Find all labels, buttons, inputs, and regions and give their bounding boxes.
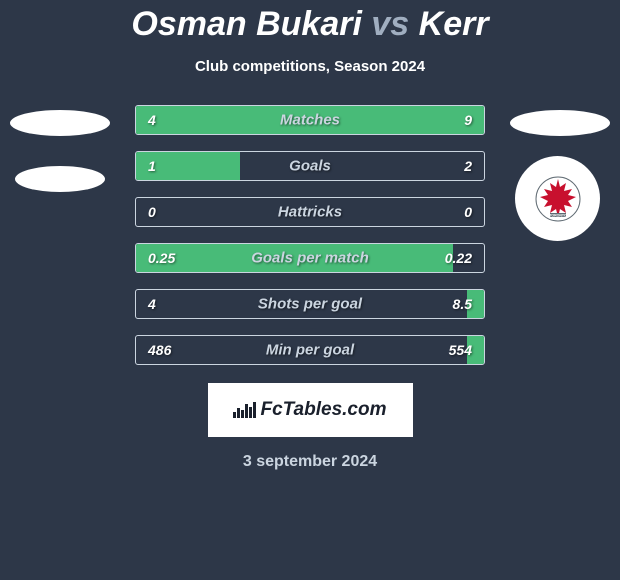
player2-badge-area: TORONTO	[510, 110, 610, 241]
toronto-fc-logo-icon: TORONTO	[534, 175, 582, 223]
stat-value-left: 486	[148, 342, 171, 358]
stat-value-left: 1	[148, 158, 156, 174]
stat-value-left: 4	[148, 296, 156, 312]
stat-value-left: 0.25	[148, 250, 175, 266]
player1-club-placeholder	[15, 166, 105, 192]
stat-label: Min per goal	[266, 342, 354, 359]
chart-icon	[233, 402, 256, 418]
stat-row: 4 Matches 9	[135, 105, 485, 135]
stat-value-right: 0	[464, 204, 472, 220]
stat-value-left: 4	[148, 112, 156, 128]
player1-badge-area	[10, 110, 110, 192]
date-text: 3 september 2024	[243, 453, 377, 471]
page-title: Osman Bukari vs Kerr	[131, 5, 488, 44]
stat-value-right: 0.22	[445, 250, 472, 266]
stat-row: 0 Hattricks 0	[135, 197, 485, 227]
main-container: Osman Bukari vs Kerr Club competitions, …	[0, 0, 620, 580]
stat-row: 1 Goals 2	[135, 151, 485, 181]
fctables-logo: FcTables.com	[208, 383, 413, 437]
player2-avatar-placeholder	[510, 110, 610, 136]
svg-text:TORONTO: TORONTO	[549, 213, 567, 217]
stat-label: Hattricks	[278, 204, 342, 221]
stat-label: Goals per match	[251, 250, 369, 267]
stats-area: 4 Matches 9 1 Goals 2 0 Hattricks 0 0.25 Goals per…	[135, 105, 485, 381]
stat-row: 0.25 Goals per match 0.22	[135, 243, 485, 273]
player1-avatar-placeholder	[10, 110, 110, 136]
logo-content: FcTables.com	[233, 399, 386, 421]
player2-club-badge: TORONTO	[515, 156, 600, 241]
title-player1: Osman Bukari	[131, 5, 362, 43]
stat-value-right: 2	[464, 158, 472, 174]
stat-label: Shots per goal	[258, 296, 362, 313]
subtitle: Club competitions, Season 2024	[195, 58, 425, 75]
stat-label: Goals	[289, 158, 331, 175]
title-vs: vs	[371, 5, 409, 43]
stat-value-right: 8.5	[453, 296, 472, 312]
stat-value-right: 554	[449, 342, 472, 358]
stat-value-left: 0	[148, 204, 156, 220]
logo-text: FcTables.com	[260, 399, 386, 421]
stat-label: Matches	[280, 112, 340, 129]
title-player2: Kerr	[419, 5, 489, 43]
stat-row: 486 Min per goal 554	[135, 335, 485, 365]
stat-value-right: 9	[464, 112, 472, 128]
stat-row: 4 Shots per goal 8.5	[135, 289, 485, 319]
